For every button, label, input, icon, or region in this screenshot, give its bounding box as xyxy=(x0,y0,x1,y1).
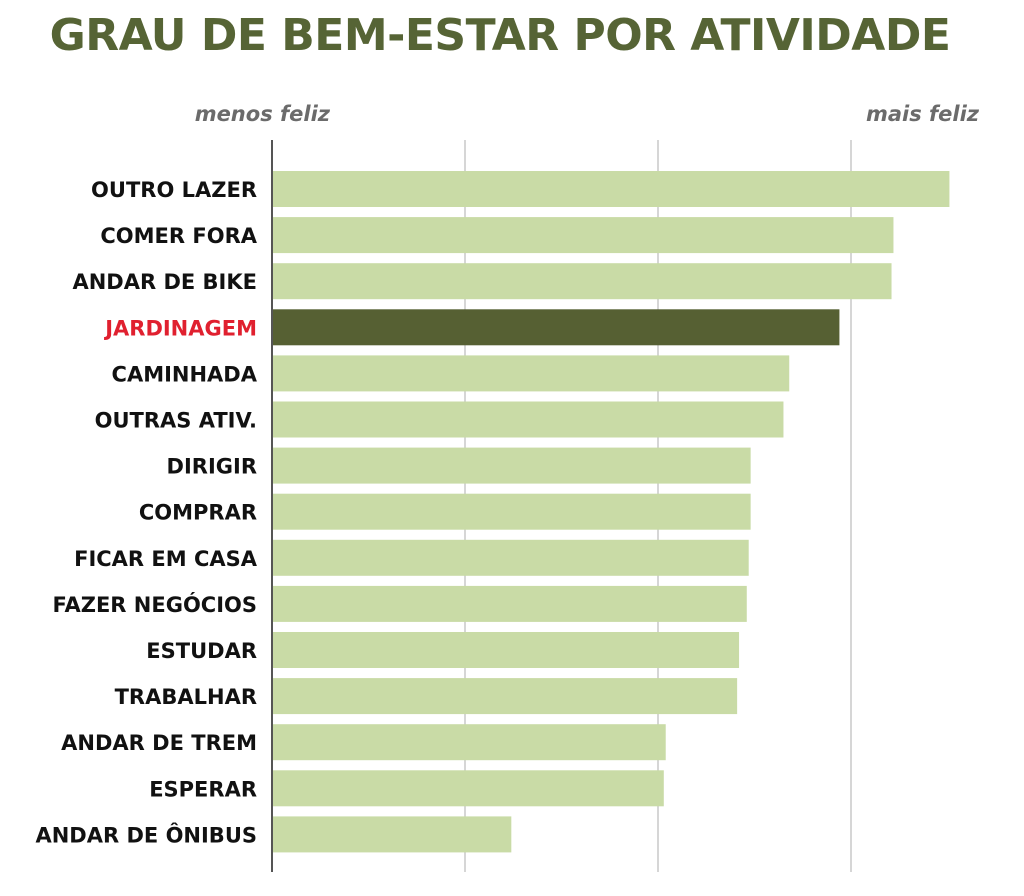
bar-layer xyxy=(272,171,950,853)
bar-1 xyxy=(272,217,894,254)
category-label: OUTRO LAZER xyxy=(91,178,257,202)
scale-high-label: mais feliz xyxy=(866,102,980,126)
bar-10 xyxy=(272,632,740,668)
bar-13 xyxy=(272,770,664,807)
category-label: TRABALHAR xyxy=(115,685,257,709)
category-label: CAMINHADA xyxy=(112,362,258,386)
bar-11 xyxy=(272,678,738,715)
category-label: ANDAR DE BIKE xyxy=(72,270,257,294)
bar-14 xyxy=(272,816,512,853)
category-label: ESTUDAR xyxy=(146,639,257,663)
category-label: FAZER NEGÓCIOS xyxy=(53,592,257,617)
bar-7 xyxy=(272,493,751,530)
bar-2 xyxy=(272,263,892,300)
bar-8 xyxy=(272,539,749,576)
label-layer: OUTRO LAZER COMER FORA ANDAR DE BIKE JARDIN… xyxy=(35,178,257,847)
category-label: ANDAR DE ÔNIBUS xyxy=(35,822,257,847)
category-label: ESPERAR xyxy=(149,777,257,801)
category-label: FICAR EM CASA xyxy=(74,547,258,571)
category-label: OUTRAS ATIV. xyxy=(95,409,257,433)
scale-low-label: menos feliz xyxy=(195,102,331,126)
bar-6 xyxy=(272,447,751,484)
bar-12 xyxy=(272,724,666,761)
category-label: COMER FORA xyxy=(100,224,257,248)
bar-5 xyxy=(272,401,784,438)
category-label: ANDAR DE TREM xyxy=(61,731,257,755)
category-label: JARDINAGEM xyxy=(103,316,257,340)
bar-4 xyxy=(272,355,790,392)
category-label: DIRIGIR xyxy=(167,455,257,479)
category-label: COMPRAR xyxy=(139,501,257,525)
bar-9 xyxy=(272,585,747,622)
bar-3 xyxy=(272,309,840,346)
bar-0 xyxy=(272,171,950,207)
chart-title: GRAU DE BEM-ESTAR POR ATIVIDADE xyxy=(49,10,951,61)
